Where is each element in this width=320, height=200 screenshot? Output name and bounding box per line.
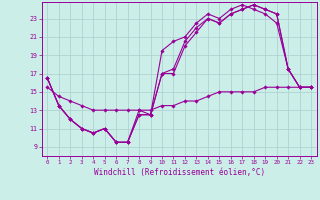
X-axis label: Windchill (Refroidissement éolien,°C): Windchill (Refroidissement éolien,°C) (94, 168, 265, 177)
